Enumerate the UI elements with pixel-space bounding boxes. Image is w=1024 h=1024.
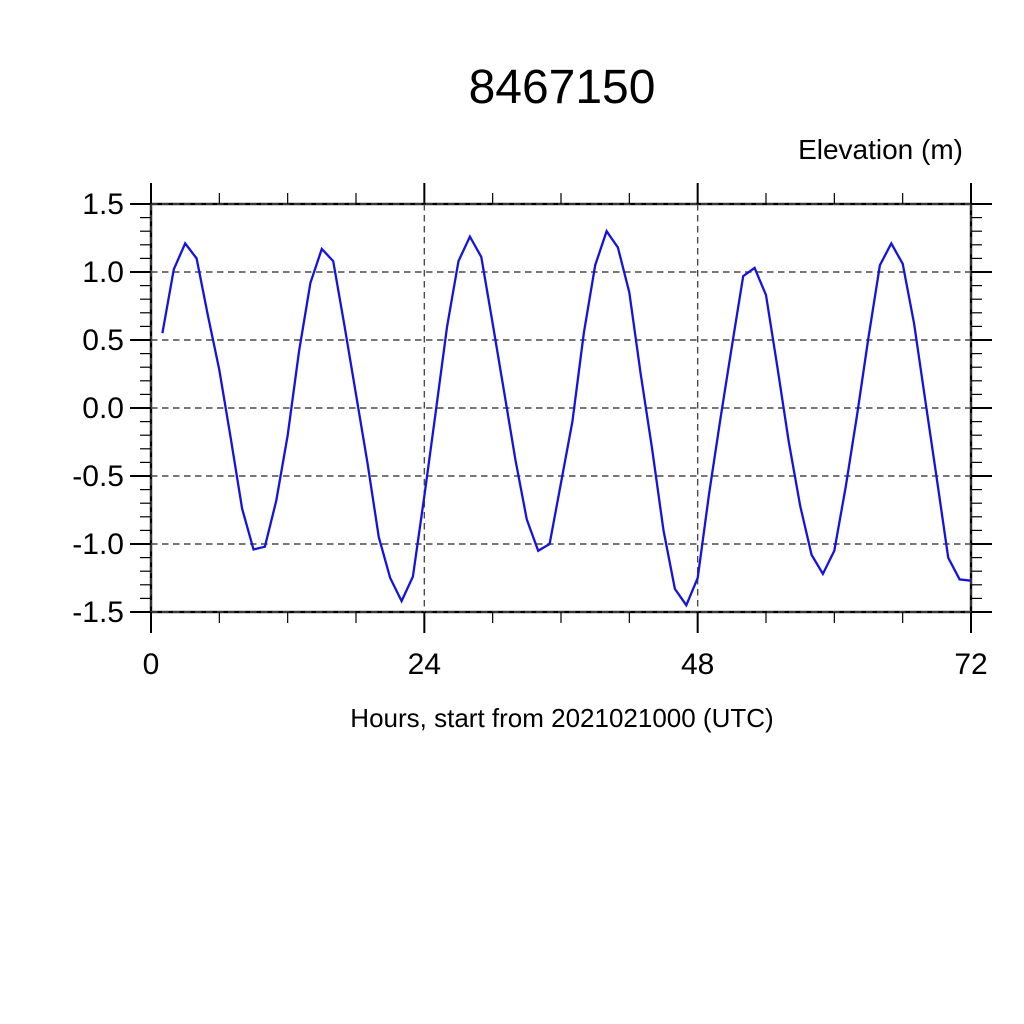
y-tick-label: 1.5 xyxy=(82,188,124,221)
y-tick-label: 0.5 xyxy=(82,324,124,357)
chart-title: 8467150 xyxy=(468,61,656,114)
y-tick-label: -1.0 xyxy=(72,528,124,561)
y-tick-label: -0.5 xyxy=(72,460,124,493)
y-tick-label: -1.5 xyxy=(72,596,124,629)
x-tick-label: 24 xyxy=(408,648,441,681)
x-tick-label: 48 xyxy=(681,648,714,681)
elevation-line xyxy=(161,228,972,608)
x-tick-label: 0 xyxy=(143,648,160,681)
y-tick-label: 0.0 xyxy=(82,392,124,425)
y-tick-label: 1.0 xyxy=(82,256,124,289)
y-axis-unit-label: Elevation (m) xyxy=(798,134,963,165)
x-axis-title: Hours, start from 2021021000 (UTC) xyxy=(350,703,774,733)
x-tick-label: 72 xyxy=(954,648,987,681)
